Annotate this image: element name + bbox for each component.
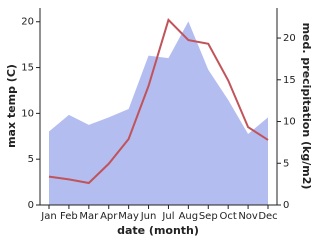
y2-tick-label: 10: [283, 117, 296, 128]
x-tick-label: Nov: [238, 211, 258, 222]
x-tick-label: Jan: [40, 211, 56, 222]
y-tick-label: 10: [21, 108, 34, 119]
precipitation-area: [49, 21, 268, 206]
temp-line: [48, 18, 269, 185]
y-tick-label: 20: [21, 17, 34, 28]
y2-axis-label: med. precipitation (kg/m2): [300, 23, 313, 190]
y-tick-label: 15: [21, 63, 34, 74]
x-tick-label: Feb: [60, 211, 78, 222]
x-tick-label: Mar: [79, 211, 99, 222]
x-tick-label: May: [118, 211, 139, 222]
x-tick-label: Jul: [161, 211, 174, 222]
x-axis-label: date (month): [117, 224, 199, 237]
y2-tick-label: 5: [283, 158, 289, 169]
y-axis-label: max temp (C): [5, 64, 18, 148]
x-tick-label: Oct: [220, 211, 237, 222]
x-tick-label: Dec: [258, 211, 277, 222]
x-tick-label: Apr: [100, 211, 118, 222]
y2-tick-label: 15: [283, 75, 296, 86]
x-tick-label: Jun: [140, 211, 157, 222]
y2-tick-label: 20: [283, 33, 296, 44]
x-tick-label: Aug: [179, 211, 199, 222]
y-tick-label: 5: [28, 154, 34, 165]
y-tick-label: 0: [28, 200, 34, 211]
x-tick-label: Sep: [199, 211, 218, 222]
y2-tick-label: 0: [283, 200, 289, 211]
